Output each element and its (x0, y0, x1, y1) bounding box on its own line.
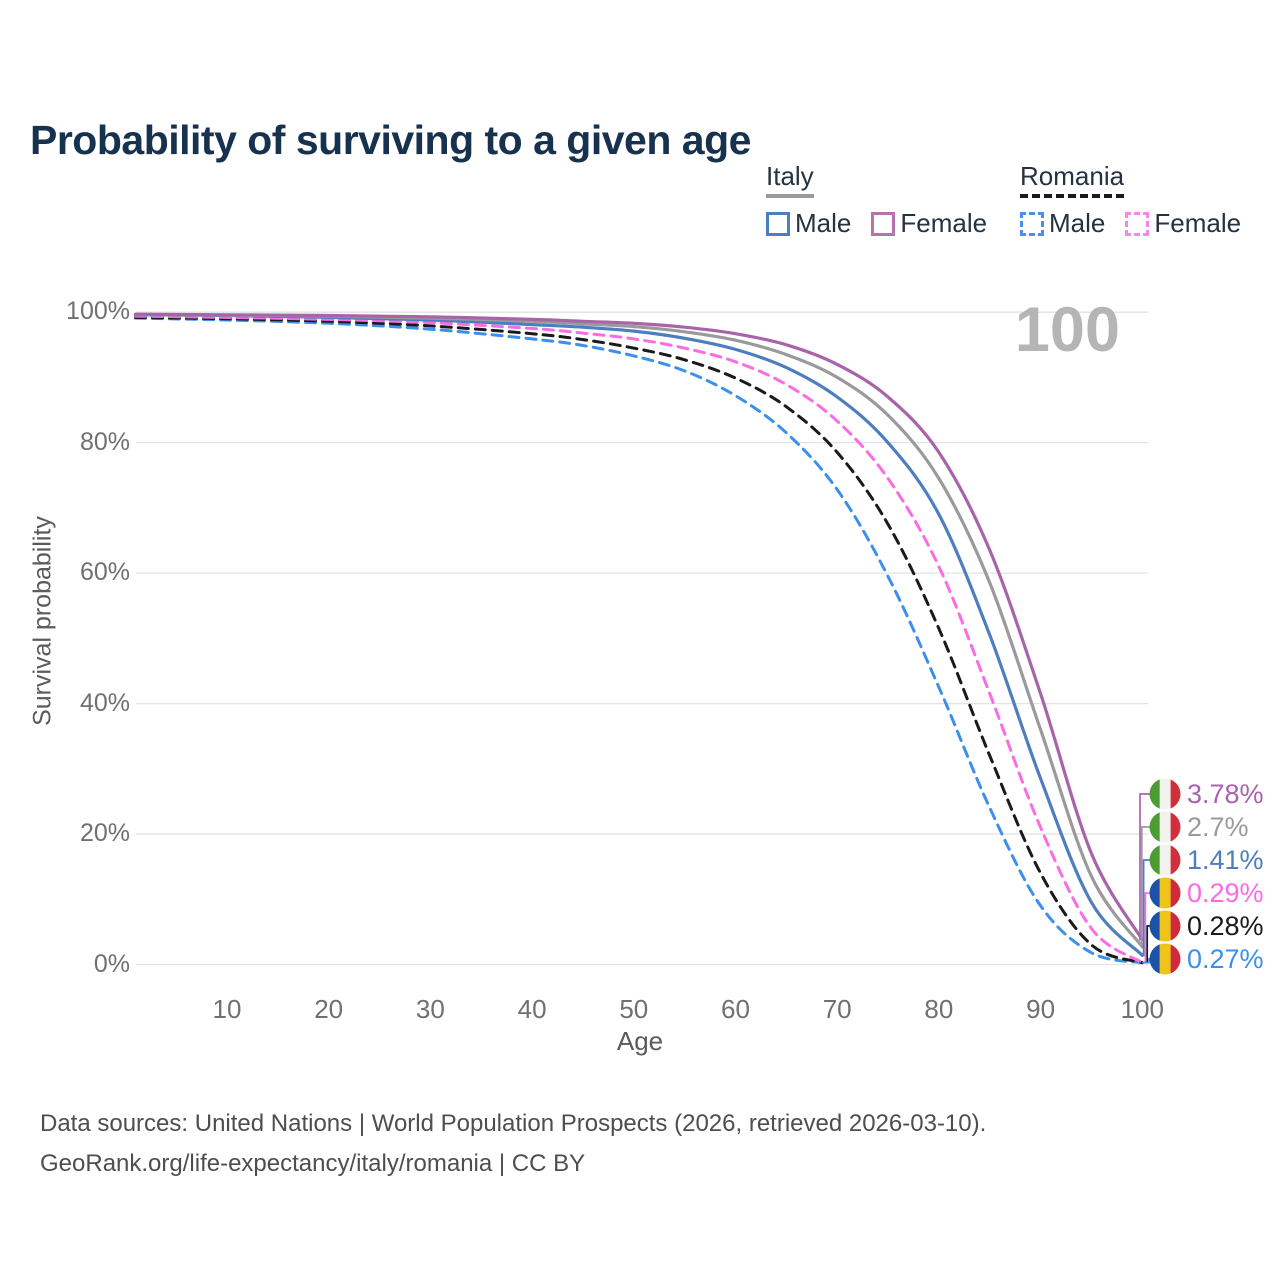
attribution-link[interactable]: GeoRank.org/life-expectancy/italy/romani… (40, 1150, 586, 1177)
x-tick-label-40: 40 (517, 994, 547, 1024)
legend-swatch-romania-female[interactable] (1125, 211, 1150, 236)
legend-swatch-romania-male[interactable] (1020, 211, 1044, 236)
end-label-value-italy-male: 1.41% (1187, 844, 1264, 875)
legend-group-italy: Italy Male Female (766, 161, 987, 239)
x-tick-label-80: 80 (924, 994, 954, 1024)
italy-flag-icon (1149, 778, 1181, 810)
y-tick-label-80: 80% (79, 427, 130, 456)
curve-romania-female[interactable] (134, 314, 1144, 965)
romania-flag-icon (1149, 943, 1181, 975)
legend-group-romania: Romania Male Female (1020, 161, 1241, 239)
end-label-value-romania-all: 0.28% (1187, 910, 1264, 941)
end-label-value-romania-male: 0.27% (1187, 943, 1264, 974)
curve-italy-male[interactable] (133, 313, 1144, 957)
x-tick-label-10: 10 (212, 994, 242, 1024)
curve-italy-all[interactable] (133, 312, 1144, 949)
legend-item-italy-female[interactable]: Female (871, 208, 987, 239)
end-label-value-italy-female: 3.78% (1187, 778, 1264, 809)
end-label-italy-all: 2.7% (1149, 811, 1249, 844)
y-tick-label-0: 0% (93, 949, 130, 978)
end-label-value-romania-female: 0.29% (1187, 877, 1264, 908)
hovered-age-indicator: 100 (1014, 295, 1120, 365)
x-tick-label-100: 100 (1120, 994, 1164, 1024)
end-label-romania-male: 0.27% (1149, 943, 1264, 976)
page-title: Probability of surviving to a given age (30, 117, 751, 164)
end-label-value-italy-all: 2.7% (1187, 811, 1249, 842)
curve-romania-male[interactable] (134, 316, 1144, 965)
legend-label-romania-male: Male (1049, 208, 1106, 238)
legend-item-romania-female[interactable]: Female (1125, 208, 1241, 239)
x-tick-label-50: 50 (619, 994, 649, 1024)
end-label-romania-female: 0.29% (1149, 877, 1264, 910)
data-source-note: Data sources: United Nations | World Pop… (40, 1110, 987, 1137)
legend-label-italy-male: Male (795, 208, 852, 238)
x-axis-title: Age (616, 1026, 664, 1056)
y-tick-label-60: 60% (79, 558, 130, 587)
end-label-connector-italy-all (1140, 826, 1150, 948)
romania-flag-icon (1149, 910, 1181, 942)
y-tick-label-100: 100% (66, 297, 130, 326)
x-tick-label-60: 60 (721, 994, 750, 1024)
legend-label-romania-female: Female (1154, 208, 1242, 238)
legend-country-italy[interactable]: Italy (766, 161, 814, 198)
legend-label-italy-female: Female (900, 208, 988, 238)
x-tick-label-20: 20 (314, 994, 344, 1024)
legend-swatch-italy-female[interactable] (871, 211, 896, 236)
end-label-connector-italy-male (1142, 859, 1150, 957)
x-tick-label-30: 30 (415, 994, 445, 1024)
italy-flag-icon (1149, 844, 1181, 876)
italy-flag-icon (1149, 811, 1181, 843)
romania-flag-icon (1149, 877, 1181, 909)
end-label-romania-all: 0.28% (1149, 910, 1264, 943)
x-tick-label-70: 70 (822, 994, 852, 1024)
y-tick-label-40: 40% (79, 688, 130, 717)
legend-swatch-italy-male[interactable] (766, 211, 790, 236)
curve-italy-female[interactable] (133, 312, 1144, 942)
legend-item-romania-male[interactable]: Male (1020, 208, 1105, 239)
end-label-italy-female: 3.78% (1149, 778, 1264, 811)
curve-romania-all[interactable] (134, 315, 1144, 965)
legend-country-romania[interactable]: Romania (1020, 161, 1125, 198)
legend-item-italy-male[interactable]: Male (766, 208, 851, 239)
end-label-italy-male: 1.41% (1149, 844, 1264, 877)
y-tick-label-20: 20% (79, 819, 130, 848)
x-tick-label-90: 90 (1026, 994, 1056, 1024)
